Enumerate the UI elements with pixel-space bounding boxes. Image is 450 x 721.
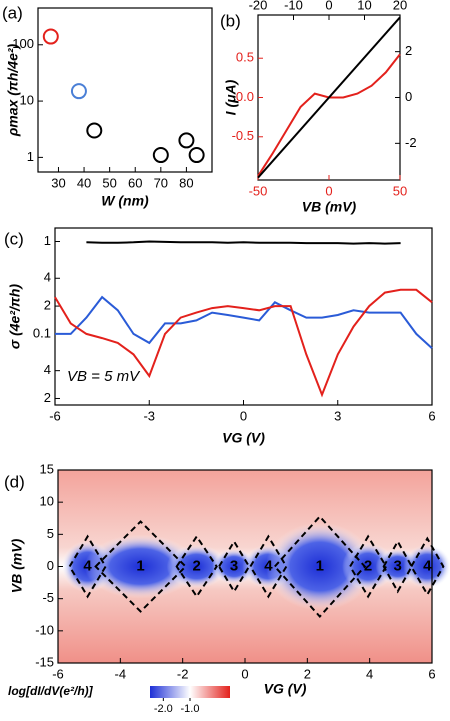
point bbox=[70, 83, 87, 100]
panel-label: (a) bbox=[2, 3, 23, 22]
y2-tick-label: 0 bbox=[405, 89, 412, 104]
data-line bbox=[257, 16, 401, 179]
panel-label: (c) bbox=[4, 229, 24, 248]
coulomb-diamond bbox=[348, 534, 388, 599]
x-tick-label: 2 bbox=[304, 666, 311, 681]
y-axis-label: I (μA) bbox=[223, 79, 239, 115]
y-axis-label: ρmax (πh/4e²) bbox=[5, 43, 21, 137]
diamond-label: 1 bbox=[316, 557, 324, 574]
diamond-label: 2 bbox=[193, 557, 201, 574]
x-tick-label: 80 bbox=[179, 175, 193, 190]
x-tick-label: 6 bbox=[428, 408, 435, 423]
y-tick-label: 5 bbox=[47, 526, 54, 541]
y-tick-label: 4 bbox=[44, 362, 51, 377]
diamond-label: 4 bbox=[83, 557, 92, 574]
coulomb-diamond bbox=[68, 534, 107, 599]
y-tick-label: 0.5 bbox=[236, 50, 254, 65]
x-axis-label: W (nm) bbox=[101, 193, 149, 209]
x-tick-label: 0 bbox=[325, 183, 332, 198]
diamond-label: 4 bbox=[264, 557, 273, 574]
plot-frame bbox=[37, 7, 213, 173]
point bbox=[178, 132, 195, 149]
colorbar-label: log[dI/dV(e²/h)] bbox=[8, 684, 94, 698]
y-axis-label: σ (4e²/πh) bbox=[7, 284, 23, 349]
diamond-label: 3 bbox=[394, 557, 402, 574]
x-axis-label: VB (mV) bbox=[302, 199, 357, 215]
data-line bbox=[257, 53, 401, 177]
panel-label: (b) bbox=[220, 11, 241, 30]
x-tick-label: 6 bbox=[428, 666, 435, 681]
colorbar bbox=[150, 686, 230, 698]
y2-tick-label: 2 bbox=[405, 43, 412, 58]
colorbar-tick-label: -1.0 bbox=[181, 703, 200, 715]
y-tick-label: 4 bbox=[44, 270, 51, 285]
x-tick-label: 50 bbox=[393, 183, 407, 198]
coulomb-diamond bbox=[94, 520, 188, 613]
conductance-gap bbox=[265, 522, 374, 611]
coulomb-diamond bbox=[382, 539, 413, 594]
data-line bbox=[55, 295, 433, 349]
y-tick-label: 15 bbox=[40, 461, 54, 476]
x-tick-label: 30 bbox=[51, 175, 65, 190]
x-tick-label: -2 bbox=[177, 666, 189, 681]
coulomb-diamond bbox=[273, 515, 367, 618]
y-tick-label: 0.1 bbox=[33, 325, 51, 340]
x2-tick-label: 20 bbox=[393, 0, 407, 12]
x2-tick-label: -10 bbox=[284, 0, 303, 12]
y-tick-label: -15 bbox=[35, 654, 54, 669]
x-tick-label: -4 bbox=[115, 666, 127, 681]
x-tick-label: -6 bbox=[52, 666, 64, 681]
panel-label: (d) bbox=[4, 472, 25, 491]
y-tick-label: 0 bbox=[47, 558, 54, 573]
x-axis-label: VG (V) bbox=[264, 681, 307, 697]
x-tick-label: 0 bbox=[240, 408, 247, 423]
colorbar-tick-label: -2.0 bbox=[154, 703, 173, 715]
x2-tick-label: 10 bbox=[357, 0, 371, 12]
y-tick-label: 1 bbox=[44, 233, 51, 248]
coulomb-diamond bbox=[410, 536, 445, 597]
x-tick-label: -6 bbox=[49, 408, 61, 423]
diamond-label: 4 bbox=[423, 557, 432, 574]
x2-tick-label: -20 bbox=[249, 0, 268, 12]
diamond-label: 3 bbox=[230, 557, 238, 574]
y-tick-label: 0.0 bbox=[236, 89, 254, 104]
y-tick-label: 1 bbox=[27, 149, 34, 164]
x-axis-label: VG (V) bbox=[222, 430, 265, 446]
point bbox=[188, 147, 205, 164]
data-line bbox=[54, 288, 433, 398]
conductance-gap bbox=[166, 544, 227, 589]
x-tick-label: -50 bbox=[249, 183, 268, 198]
x-tick-label: 40 bbox=[77, 175, 91, 190]
x-tick-label: 70 bbox=[154, 175, 168, 190]
x-tick-label: 4 bbox=[366, 666, 373, 681]
diamond-label: 2 bbox=[364, 557, 372, 574]
point bbox=[152, 147, 169, 164]
coulomb-diamond bbox=[175, 534, 218, 599]
y2-tick-label: -2 bbox=[405, 135, 417, 150]
y-tick-label: -5 bbox=[42, 590, 54, 605]
point bbox=[42, 28, 59, 45]
y-axis-label: VB (mV) bbox=[9, 538, 25, 593]
point bbox=[86, 122, 103, 139]
x2-tick-label: 0 bbox=[325, 0, 332, 12]
y-tick-label: -10 bbox=[35, 622, 54, 637]
conductance-gap bbox=[403, 544, 450, 589]
y-tick-label: 10 bbox=[40, 494, 54, 509]
x-tick-label: 60 bbox=[128, 175, 142, 190]
y-tick-label: 10 bbox=[20, 93, 34, 108]
annotation: VB = 5 mV bbox=[67, 368, 141, 385]
y-tick-label: 100 bbox=[12, 36, 34, 51]
conductance-gap bbox=[342, 542, 395, 591]
y-tick-label: -0.5 bbox=[232, 128, 254, 143]
y-tick-label: 2 bbox=[44, 390, 51, 405]
x-tick-label: 0 bbox=[241, 666, 248, 681]
coulomb-diamond bbox=[249, 534, 288, 599]
x-tick-label: 50 bbox=[102, 175, 116, 190]
x-tick-label: 3 bbox=[334, 408, 341, 423]
x-tick-label: -3 bbox=[143, 408, 155, 423]
diamond-label: 1 bbox=[136, 557, 144, 574]
y-tick-label: 2 bbox=[44, 298, 51, 313]
data-line bbox=[86, 240, 401, 245]
